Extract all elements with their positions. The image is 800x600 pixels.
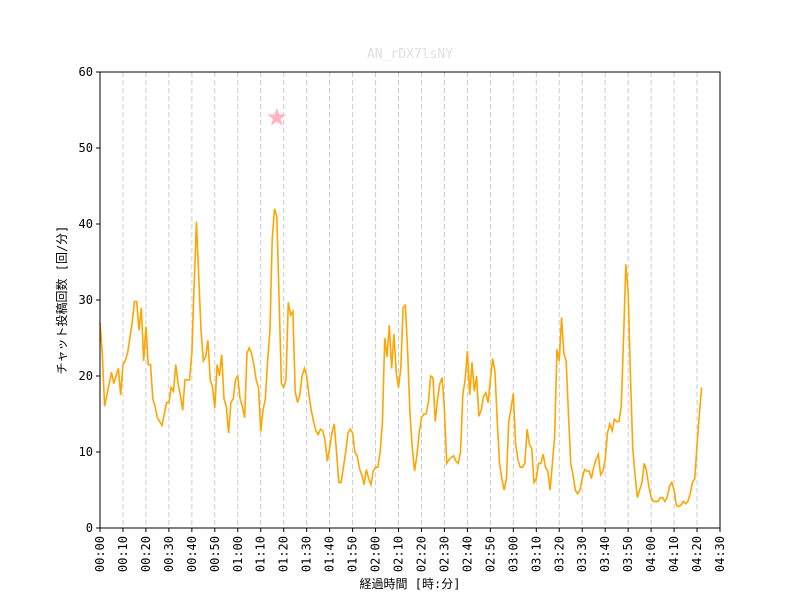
x-tick-label: 00:30: [162, 536, 176, 572]
x-axis-label: 経過時間 [時:分]: [360, 577, 461, 591]
y-tick-label: 40: [79, 217, 93, 231]
y-axis-label: チャット投稿回数 [回/分]: [54, 226, 69, 375]
x-tick-label: 01:50: [346, 536, 360, 572]
x-tick-label: 04:10: [667, 536, 681, 572]
star-marker: [267, 107, 287, 126]
x-tick-label: 03:30: [575, 536, 589, 572]
x-tick-label: 04:00: [644, 536, 658, 572]
y-tick-label: 30: [79, 293, 93, 307]
y-tick-label: 60: [79, 65, 93, 79]
x-tick-label: 03:50: [621, 536, 635, 572]
x-tick-label: 02:20: [414, 536, 428, 572]
x-tick-label: 00:20: [139, 536, 153, 572]
x-tick-label: 00:50: [208, 536, 222, 572]
y-tick-label: 10: [79, 445, 93, 459]
x-tick-label: 03:40: [598, 536, 612, 572]
x-tick-label: 01:40: [323, 536, 337, 572]
y-tick-label: 50: [79, 141, 93, 155]
x-tick-label: 03:00: [506, 536, 520, 572]
x-tick-label: 00:00: [93, 536, 107, 572]
x-tick-label: 02:00: [369, 536, 383, 572]
x-tick-label: 00:40: [185, 536, 199, 572]
x-tick-label: 00:10: [116, 536, 130, 572]
plot-frame: [99, 71, 721, 529]
x-tick-label: 02:30: [437, 536, 451, 572]
y-tick-label: 20: [79, 369, 93, 383]
x-tick-label: 04:30: [713, 536, 727, 572]
x-tick-label: 01:30: [300, 536, 314, 572]
x-tick-label: 02:40: [460, 536, 474, 572]
chart-title: AN_rDX7lsNY: [367, 47, 453, 62]
x-tick-label: 02:10: [392, 536, 406, 572]
x-tick-label: 04:20: [690, 536, 704, 572]
x-tick-label: 01:00: [231, 536, 245, 572]
x-tick-label: 01:10: [254, 536, 268, 572]
y-tick-label: 0: [86, 521, 93, 535]
x-tick-label: 03:10: [529, 536, 543, 572]
x-tick-label: 03:20: [552, 536, 566, 572]
x-tick-label: 02:50: [483, 536, 497, 572]
data-line: [99, 208, 703, 508]
x-tick-label: 01:20: [277, 536, 291, 572]
